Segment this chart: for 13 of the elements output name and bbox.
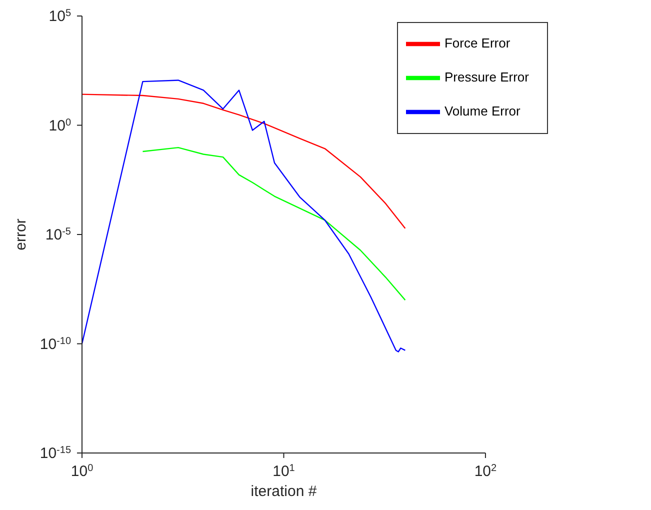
x-tick-label: 10$^{1}$ [272,462,296,480]
y-tick-label: 10$^{-15}$ [40,444,72,462]
y-tick-label: 10$^{-10}$ [40,335,72,353]
legend-label: Pressure Error [444,69,529,84]
y-axis-title: error [12,218,30,250]
x-tick-label: 10$^{2}$ [474,462,498,480]
y-tick-label: 10$^{5}$ [48,8,72,25]
y-tick-label: 10$^{-5}$ [45,226,72,244]
x-axis-title: iteration # [250,483,318,500]
legend-label: Volume Error [444,103,520,118]
y-tick-label: 10$^{0}$ [48,116,72,134]
x-tick-label: 10$^{0}$ [70,462,94,480]
legend-label: Force Error [444,35,510,50]
